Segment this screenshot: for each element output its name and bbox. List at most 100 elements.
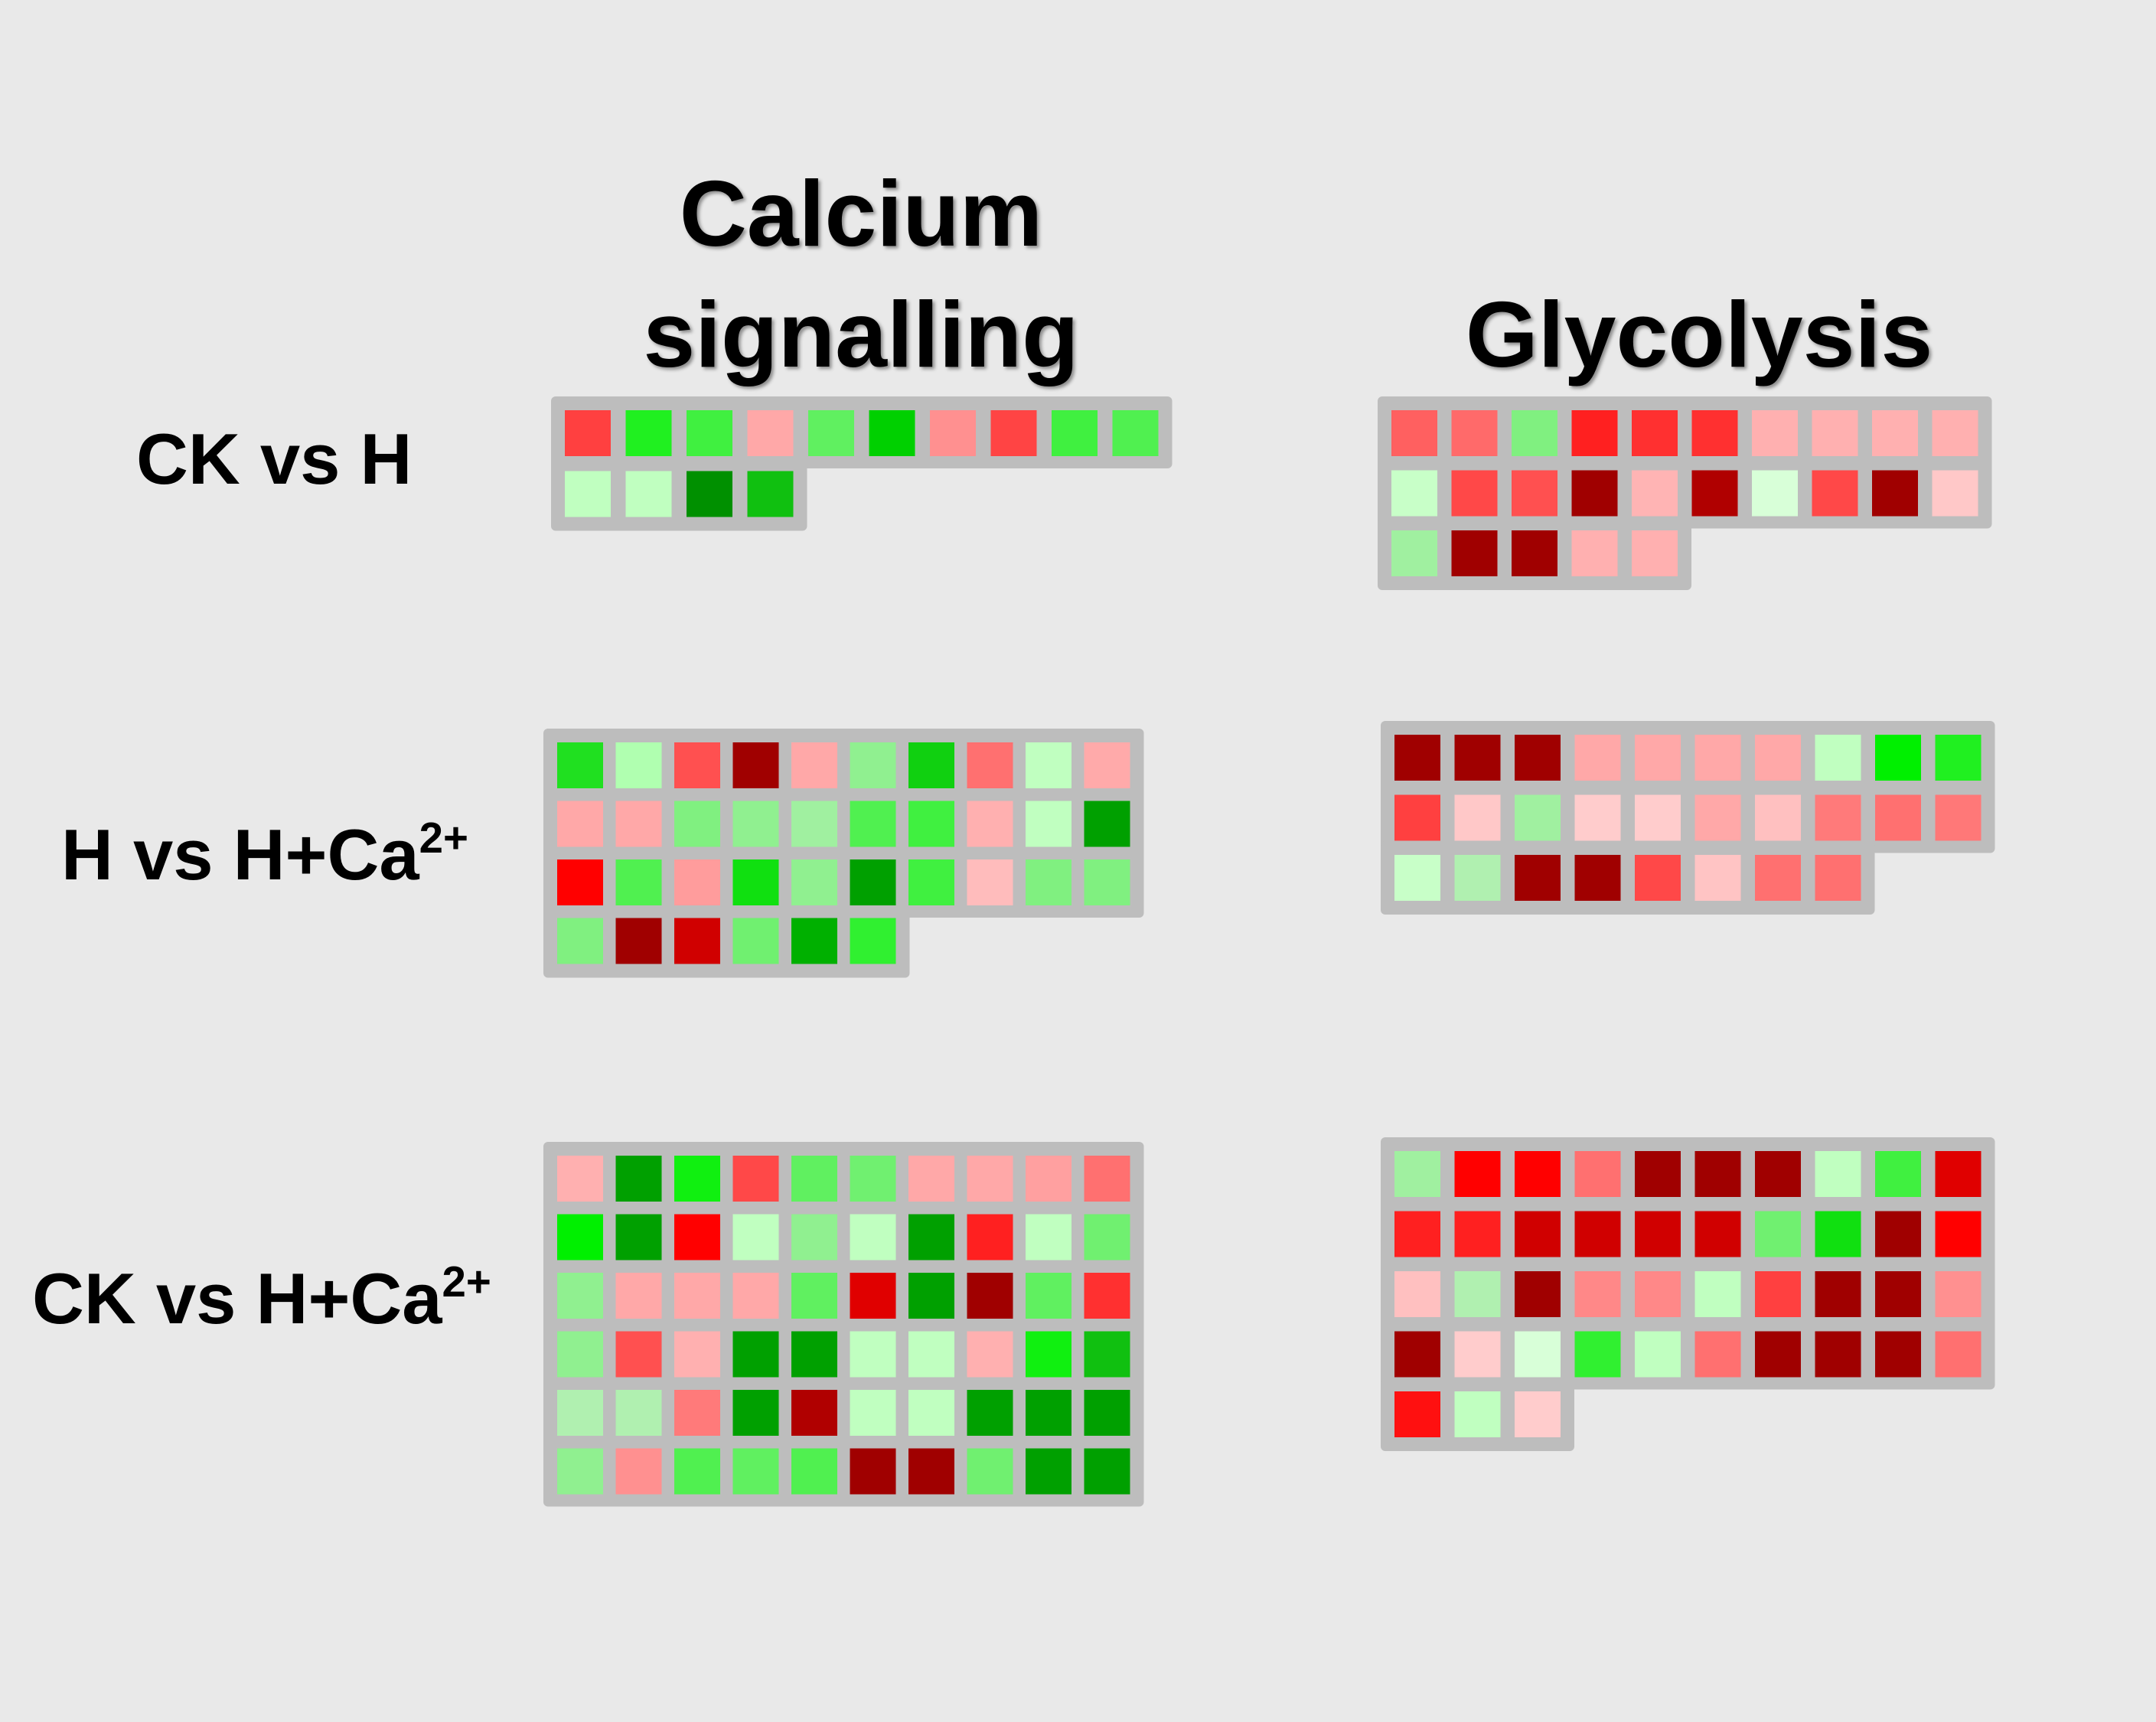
heatmap-cell [908,859,954,905]
row-label-ck-vs-h-ca: CK vs H+Ca2+ [32,1257,491,1351]
heatmap-cell [1515,794,1561,841]
heatmap-cell [850,1448,896,1495]
heatmap-cell [1632,410,1678,456]
heatmap-svg [543,729,1144,978]
row-label-ck-vs-h: CK vs H [136,417,412,511]
heatmap-cell [557,859,603,905]
heatmap-cell [557,918,603,964]
heatmap-cell [747,410,794,456]
heatmap-cell [1635,855,1681,901]
heatmap-cell [615,742,662,788]
heatmap-cell [1694,794,1741,841]
heatmap-panel-calcium-ck-vs-h-ca [543,1142,1149,1513]
heatmap-cell [1635,1271,1681,1317]
heatmap-cell [967,1273,1013,1319]
heatmap-cell [565,410,611,456]
heatmap-cell [967,1448,1013,1495]
heatmap-cell [615,801,662,847]
heatmap-cell [1571,470,1618,517]
heatmap-cell [967,1156,1013,1202]
heatmap-cell [1391,530,1437,576]
column-header-line: Glycolysis [1465,282,1933,386]
heatmap-cell [674,1214,720,1261]
heatmap-cell [1394,1391,1440,1437]
heatmap-cell [732,742,779,788]
heatmap-cell [1635,1211,1681,1257]
heatmap-cell [557,1273,603,1319]
heatmap-cell [791,1390,837,1436]
column-header-line: Calcium [679,161,1043,266]
heatmap-cell [674,918,720,964]
heatmap-cell [1574,1271,1621,1317]
heatmap-cell [687,471,732,517]
heatmap-panel-calcium-h-vs-h-ca [543,729,1149,983]
heatmap-panel-glycolysis-ck-vs-h [1378,396,1997,595]
heatmap-cell [791,1448,837,1495]
heatmap-cell [674,1156,720,1202]
heatmap-cell [1515,1331,1561,1378]
heatmap-frame-block [551,457,807,531]
heatmap-cell [557,1448,603,1495]
heatmap-cell [1875,1151,1921,1197]
heatmap-cell [908,1390,954,1436]
row-label-text: CK vs H [136,419,413,499]
heatmap-cell [908,801,954,847]
heatmap-cell [1935,1331,1981,1378]
heatmap-cell [869,410,915,456]
heatmap-cell [1026,1390,1071,1436]
heatmap-cell [1026,1214,1071,1261]
heatmap-cell [1875,1271,1921,1317]
heatmap-cell [674,1331,720,1378]
heatmap-cell [1084,801,1130,847]
heatmap-cell [747,471,794,517]
heatmap-cell [1812,410,1858,456]
heatmap-cell [1052,410,1098,456]
heatmap-cell [1875,1331,1921,1378]
heatmap-cell [557,1156,603,1202]
heatmap-frame-block [1381,1137,1995,1390]
heatmap-cell [1574,1151,1621,1197]
heatmap-cell [1694,1331,1741,1378]
heatmap-cell [615,1156,662,1202]
heatmap-cell [1391,410,1437,456]
heatmap-cell [732,1390,779,1436]
heatmap-cell [908,1214,954,1261]
heatmap-cell [625,410,672,456]
heatmap-cell [1574,1331,1621,1378]
heatmap-cell [791,918,837,964]
heatmap-cell [1752,470,1798,517]
heatmap-cell [967,1331,1013,1378]
heatmap-cell [1872,470,1918,517]
heatmap-cell [1632,530,1678,576]
heatmap-cell [1694,1151,1741,1197]
heatmap-cell [791,1273,837,1319]
heatmap-cell [1515,855,1561,901]
heatmap-cell [625,471,672,517]
heatmap-cell [1812,470,1858,517]
heatmap-cell [1752,410,1798,456]
heatmap-cell [1515,735,1561,781]
heatmap-cell [908,1448,954,1495]
heatmap-cell [1935,1271,1981,1317]
heatmap-cell [1875,735,1921,781]
heatmap-cell [1394,1151,1440,1197]
heatmap-cell [615,1273,662,1319]
heatmap-cell [615,1214,662,1261]
heatmap-cell [1694,735,1741,781]
column-header-glycolysis: Glycolysis [1385,274,2013,395]
heatmap-cell [557,1390,603,1436]
heatmap-svg [1381,1137,1995,1451]
heatmap-cell [791,1156,837,1202]
heatmap-cell [1815,1271,1861,1317]
heatmap-cell [1454,1151,1501,1197]
heatmap-cell [615,918,662,964]
heatmap-cell [930,410,976,456]
heatmap-frame-block [1381,841,1875,915]
heatmap-cell [1454,1391,1501,1437]
heatmap-cell [1755,1271,1801,1317]
heatmap-cell [1084,1273,1130,1319]
heatmap-cell [1694,855,1741,901]
heatmap-cell [1932,410,1978,456]
heatmap-cell [615,1331,662,1378]
heatmap-cell [1815,1211,1861,1257]
